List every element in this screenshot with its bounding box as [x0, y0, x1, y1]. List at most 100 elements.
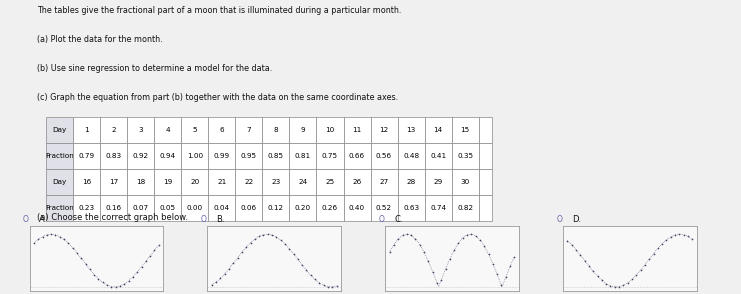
- Point: [665, 235, 677, 239]
- Point: [110, 285, 122, 289]
- Point: [626, 277, 638, 282]
- Point: [127, 274, 139, 279]
- Point: [153, 243, 165, 248]
- Point: [482, 252, 494, 257]
- Point: [562, 238, 574, 243]
- Point: [309, 277, 321, 282]
- Point: [491, 272, 503, 277]
- Point: [508, 254, 520, 259]
- Point: [410, 237, 422, 241]
- Point: [148, 248, 160, 253]
- Point: [392, 237, 404, 241]
- Point: [401, 232, 413, 237]
- Point: [617, 283, 629, 288]
- Point: [45, 232, 57, 237]
- Point: [97, 280, 109, 285]
- Point: [461, 233, 473, 237]
- Point: [313, 280, 325, 285]
- Point: [84, 267, 96, 272]
- Point: [470, 234, 482, 238]
- Point: [583, 264, 595, 268]
- Point: [435, 278, 447, 282]
- Point: [474, 238, 486, 243]
- Point: [457, 235, 469, 240]
- Point: [236, 250, 247, 255]
- Text: (a) Choose the correct graph below.: (a) Choose the correct graph below.: [37, 213, 188, 222]
- Point: [318, 283, 330, 288]
- Point: [131, 270, 143, 274]
- Point: [674, 232, 685, 237]
- Point: [214, 276, 226, 281]
- Point: [322, 284, 334, 289]
- Point: [605, 283, 617, 288]
- Point: [648, 251, 659, 256]
- Point: [119, 282, 130, 286]
- Point: [496, 283, 508, 288]
- Point: [609, 284, 621, 289]
- Point: [227, 261, 239, 265]
- Point: [566, 243, 578, 247]
- Text: (c) Graph the equation from part (b) together with the data on the same coordina: (c) Graph the equation from part (b) tog…: [37, 93, 398, 102]
- Point: [686, 237, 698, 241]
- Point: [50, 233, 62, 237]
- Point: [33, 237, 44, 242]
- Point: [67, 245, 79, 250]
- Point: [223, 266, 235, 271]
- Point: [669, 233, 681, 237]
- Point: [210, 280, 222, 284]
- Point: [635, 268, 647, 273]
- Point: [88, 272, 100, 277]
- Point: [240, 245, 252, 249]
- Point: [384, 250, 396, 255]
- Point: [422, 259, 434, 264]
- Point: [444, 257, 456, 261]
- Point: [58, 237, 70, 242]
- Point: [262, 232, 273, 237]
- Point: [330, 283, 342, 288]
- Point: [270, 235, 282, 239]
- Point: [487, 261, 499, 266]
- Point: [114, 284, 126, 288]
- Point: [305, 273, 316, 278]
- Point: [657, 241, 668, 246]
- Point: [206, 282, 218, 287]
- Text: (b) Use sine regression to determine a model for the data.: (b) Use sine regression to determine a m…: [37, 64, 272, 73]
- Text: D.: D.: [572, 215, 581, 223]
- Point: [257, 232, 269, 237]
- Point: [431, 280, 443, 285]
- Point: [418, 250, 430, 255]
- Point: [405, 233, 417, 238]
- Point: [93, 277, 104, 281]
- Point: [439, 267, 451, 271]
- Point: [588, 269, 599, 274]
- Point: [279, 242, 291, 246]
- Point: [275, 238, 287, 242]
- Point: [600, 281, 612, 286]
- Point: [102, 283, 113, 288]
- Point: [249, 237, 261, 241]
- Point: [140, 259, 152, 264]
- Point: [448, 248, 460, 253]
- Point: [41, 233, 53, 237]
- Point: [622, 280, 634, 285]
- Point: [574, 253, 586, 257]
- Point: [591, 274, 603, 279]
- Point: [36, 234, 48, 239]
- Point: [292, 257, 304, 262]
- Point: [643, 257, 655, 262]
- Text: O: O: [556, 215, 562, 223]
- Point: [62, 241, 74, 245]
- Point: [652, 246, 664, 251]
- Text: C.: C.: [394, 215, 402, 223]
- Text: O: O: [201, 215, 207, 223]
- Point: [28, 241, 40, 245]
- Point: [79, 262, 91, 266]
- Text: O: O: [23, 215, 29, 223]
- Text: A.: A.: [39, 215, 47, 223]
- Point: [660, 238, 672, 242]
- Point: [219, 271, 230, 276]
- Point: [613, 284, 625, 289]
- Point: [639, 262, 651, 267]
- Point: [71, 250, 83, 255]
- Point: [76, 256, 87, 261]
